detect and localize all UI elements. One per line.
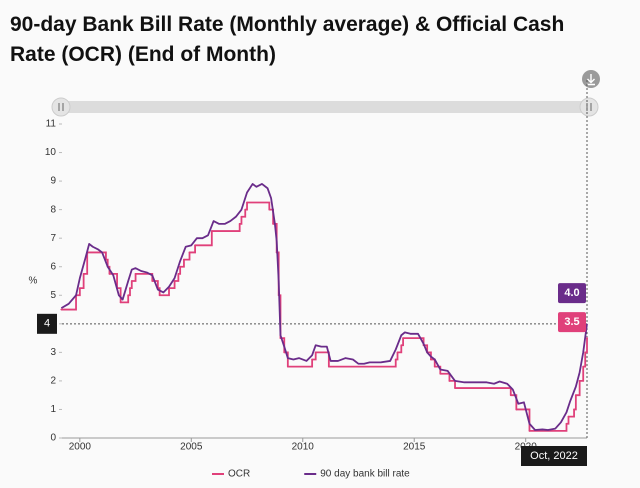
slider-handle-right[interactable] [579, 97, 599, 117]
ocr-step [528, 422, 568, 432]
ocr-step [582, 351, 587, 368]
ocr-step [168, 280, 176, 290]
y-tick-label: 1 [50, 404, 56, 415]
ocr-step [60, 294, 77, 311]
tooltip-date: Oct, 2022 [530, 450, 578, 462]
ocr-step [129, 280, 133, 290]
tooltip-box [558, 312, 586, 333]
ocr-step [240, 208, 247, 218]
ocr-step [78, 272, 85, 290]
y-tick-label: 6 [50, 261, 56, 272]
ocr-step [179, 258, 185, 268]
tooltip-value: 3.5 [564, 316, 579, 328]
y-axis-label: % [29, 276, 38, 287]
ocr-step [565, 415, 570, 425]
ocr-step [314, 351, 330, 368]
y-tick-label: 8 [50, 204, 56, 215]
ocr-step [183, 251, 191, 261]
series-line [60, 183, 588, 431]
y-tick-label: 10 [45, 147, 57, 158]
ocr-step [134, 272, 154, 282]
legend-label: OCR [228, 469, 250, 480]
ocr-step [454, 387, 512, 397]
ocr-step [86, 251, 107, 261]
ocr-step [433, 365, 442, 375]
ocr-step [130, 272, 137, 282]
ocr-step [567, 408, 575, 418]
ocr-step [578, 365, 585, 382]
ocr-step [311, 351, 317, 361]
legend-label: 90 day bank bill rate [320, 469, 410, 480]
ocr-step [584, 337, 588, 354]
y-tick-label: 2 [50, 376, 56, 387]
ocr-step [173, 272, 180, 282]
crosshair-label-box [37, 313, 57, 334]
x-tick-label: 2010 [292, 442, 315, 453]
x-tick-label: 2000 [69, 442, 92, 453]
y-tick-label: 11 [46, 119, 57, 130]
ocr-step [396, 344, 403, 354]
y-tick-label: 0 [50, 433, 56, 444]
ocr-step [400, 337, 404, 347]
slider-handle-left[interactable] [51, 97, 71, 117]
tooltip-box [558, 283, 586, 304]
legend-item[interactable]: 90 day bank bill rate [304, 469, 410, 480]
ocr-step [82, 251, 89, 275]
tooltip-date-box [521, 446, 587, 466]
ocr-step [448, 380, 456, 389]
ocr-step [156, 287, 161, 297]
download-glyph [587, 74, 595, 86]
ocr-step [75, 287, 81, 297]
ocr-step [238, 215, 243, 225]
y-tick-label: 3 [50, 347, 56, 358]
ocr-step [246, 201, 271, 211]
ocr-step [119, 294, 130, 304]
ocr-step [574, 380, 581, 397]
slider-track [60, 101, 590, 113]
ocr-step [244, 201, 248, 211]
ocr-step [573, 394, 577, 411]
ocr-step [158, 287, 170, 297]
chart-title: 90-day Bank Bill Rate (Monthly average) … [10, 13, 565, 66]
ocr-step [194, 230, 213, 247]
x-tick-label: 2005 [180, 442, 203, 453]
ocr-step [127, 287, 131, 297]
range-slider[interactable] [51, 97, 599, 117]
ocr-step [188, 244, 196, 254]
ocr-step [177, 265, 182, 275]
legend-item[interactable]: OCR [212, 469, 250, 480]
ocr-step [327, 358, 397, 368]
ocr-step [430, 358, 436, 368]
x-tick-label: 2015 [403, 442, 426, 453]
y-tick-label: 7 [50, 233, 56, 244]
y-tick-label: 5 [50, 290, 56, 301]
y-tick-label: 9 [50, 176, 56, 187]
tooltip-value: 4.0 [564, 287, 579, 299]
crosshair-label: 4 [44, 318, 50, 330]
download-button[interactable] [582, 70, 600, 88]
ocr-step [286, 358, 314, 368]
ocr-step [210, 223, 241, 232]
ocr-step [439, 372, 451, 382]
ocr-step [394, 351, 399, 361]
ocr-step [509, 394, 518, 411]
